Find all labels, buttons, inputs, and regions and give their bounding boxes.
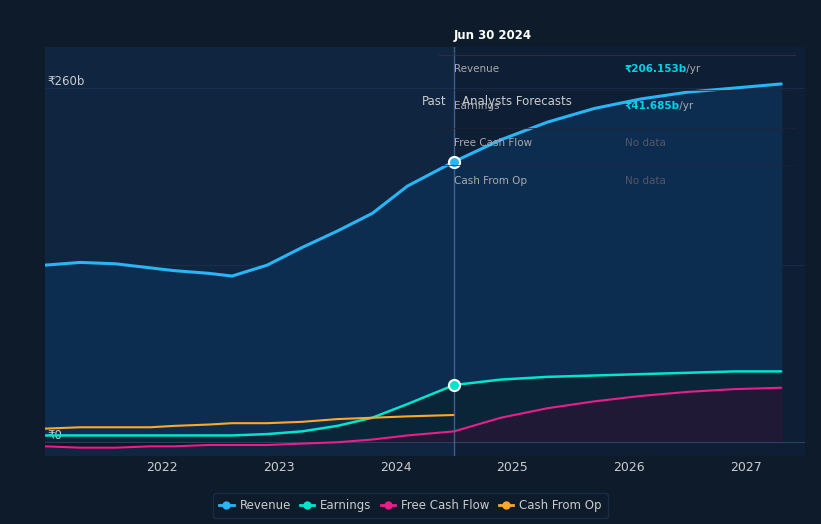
Bar <box>45 47 454 456</box>
Legend: Revenue, Earnings, Free Cash Flow, Cash From Op: Revenue, Earnings, Free Cash Flow, Cash … <box>213 493 608 518</box>
Text: /yr: /yr <box>683 64 700 74</box>
Text: ₹260b: ₹260b <box>48 75 85 88</box>
Text: /yr: /yr <box>677 101 694 111</box>
Text: Free Cash Flow: Free Cash Flow <box>453 138 532 148</box>
Text: Past: Past <box>422 95 447 108</box>
Text: ₹41.685b: ₹41.685b <box>625 101 680 111</box>
Text: Jun 30 2024: Jun 30 2024 <box>453 29 532 42</box>
Bar <box>454 47 805 456</box>
Text: ₹0: ₹0 <box>48 429 62 442</box>
Text: Earnings: Earnings <box>453 101 499 111</box>
Text: No data: No data <box>625 176 666 186</box>
Text: Cash From Op: Cash From Op <box>453 176 526 186</box>
Text: Analysts Forecasts: Analysts Forecasts <box>461 95 571 108</box>
Text: No data: No data <box>625 138 666 148</box>
Text: ₹206.153b: ₹206.153b <box>625 64 687 74</box>
Text: Revenue: Revenue <box>453 64 498 74</box>
